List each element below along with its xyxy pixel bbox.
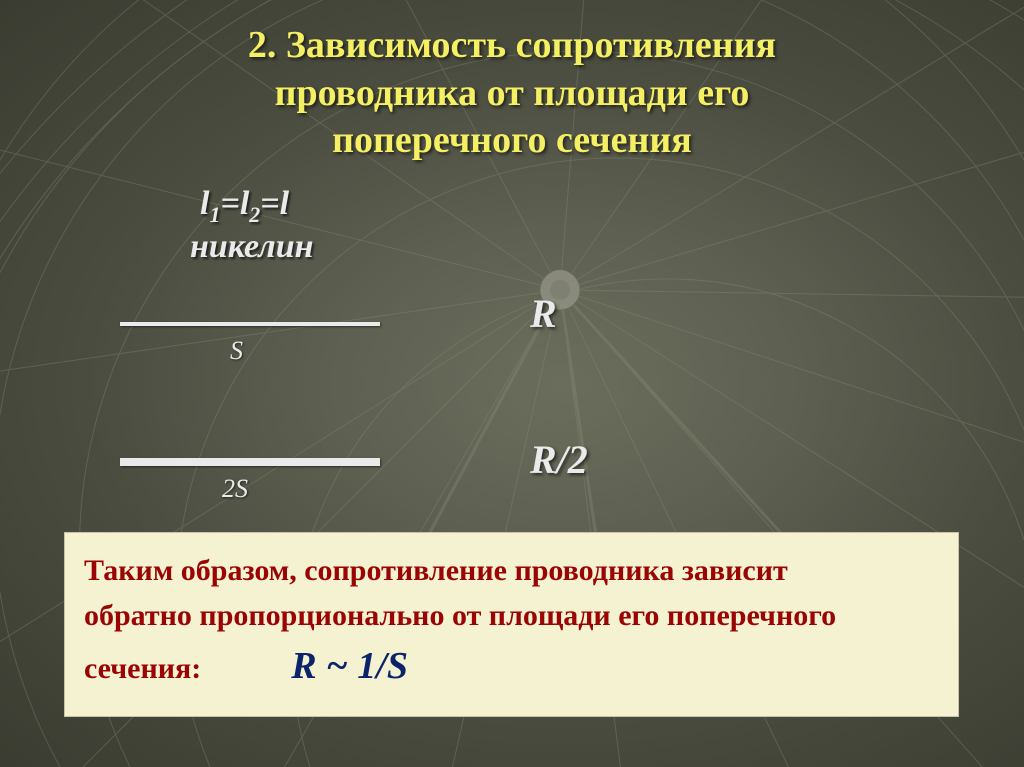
conclusion-line1: Таким образом, сопротивление проводника … <box>84 554 788 587</box>
conclusion-formula: R ~ 1/S <box>291 645 408 687</box>
area-label-2: 2S <box>222 474 248 504</box>
given-lengths: l1=l2=l <box>200 185 289 228</box>
resistance-label-2: R/2 <box>530 436 588 483</box>
conclusion-part3: от площади его поперечного <box>444 599 836 632</box>
given-material: никелин <box>190 228 313 266</box>
title-line-1: 2. Зависимость сопротивления <box>0 22 1024 70</box>
area-label-1: S <box>230 336 243 366</box>
wire-thin <box>120 322 380 326</box>
title-line-3: поперечного сечения <box>0 117 1024 165</box>
slide-title: 2. Зависимость сопротивления проводника … <box>0 0 1024 165</box>
conclusion-box: Таким образом, сопротивление проводника … <box>64 532 959 717</box>
conclusion-part4: сечения: <box>84 652 201 685</box>
conclusion-emph: обратно пропорционально <box>84 599 444 632</box>
title-line-2: проводника от площади его <box>0 70 1024 118</box>
wire-thick <box>120 458 380 466</box>
resistance-label-1: R <box>530 290 557 337</box>
